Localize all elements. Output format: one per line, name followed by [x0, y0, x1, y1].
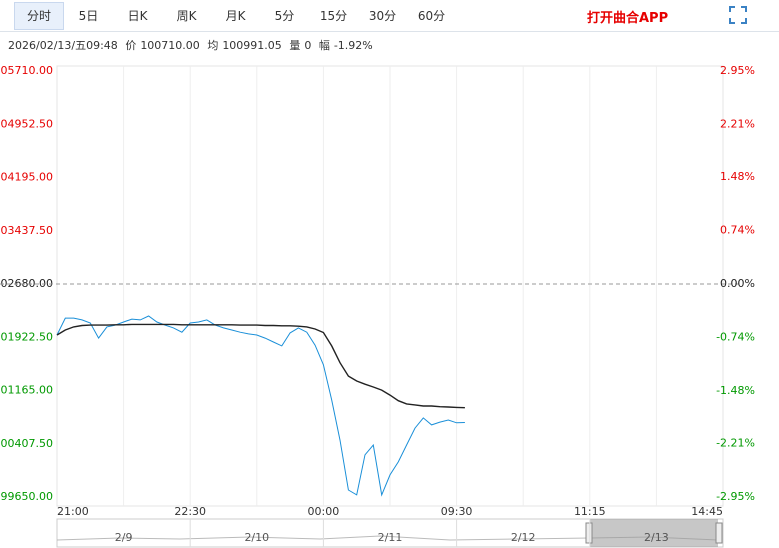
x-tick-label: 11:15 [574, 505, 606, 518]
y2-tick-label: -2.95% [716, 490, 755, 503]
tab[interactable]: 周K [176, 8, 197, 23]
navigator-label: 2/11 [378, 531, 403, 544]
tab[interactable]: 日K [127, 8, 148, 23]
y2-tick-label: -2.21% [716, 437, 755, 450]
x-tick-label: 21:00 [57, 505, 89, 518]
app-link[interactable]: 打开曲合APP [587, 11, 669, 26]
y2-tick-label: -0.74% [716, 330, 755, 343]
tab[interactable]: 60分 [417, 8, 446, 23]
y-tick-label: 99650.00 [1, 490, 54, 503]
navigator-label: 2/12 [511, 531, 536, 544]
tab[interactable]: 月K [225, 8, 246, 23]
y-tick-label: 104952.50 [0, 117, 53, 130]
avg: 100991.05 [222, 39, 282, 52]
y-tick-label: 104195.00 [0, 171, 53, 184]
x-tick-label: 09:30 [441, 505, 473, 518]
price-label: 价 [125, 39, 137, 52]
navigator-label: 2/9 [115, 531, 133, 544]
navigator-handle[interactable] [715, 522, 723, 544]
y2-tick-label: 2.21% [720, 117, 755, 130]
y-tick-label: 100407.50 [0, 437, 53, 450]
series-line [56, 315, 465, 497]
volume-label: 量 [289, 39, 301, 52]
navigator-label: 2/13 [644, 531, 669, 544]
expand-icon[interactable] [729, 6, 747, 24]
navigator-handle[interactable] [585, 522, 593, 544]
tab[interactable]: 5分 [274, 8, 295, 23]
y-tick-label: 101165.00 [0, 384, 53, 397]
navigator-label: 2/10 [244, 531, 269, 544]
x-tick-label: 22:30 [174, 505, 206, 518]
y-tick-label: 101922.50 [0, 330, 53, 343]
change-label: 幅 [318, 39, 330, 52]
x-tick-label: 14:45 [691, 505, 723, 518]
y2-tick-label: 0.74% [720, 224, 755, 237]
y2-tick-label: 0.00% [720, 277, 755, 290]
y-tick-label: 105710.00 [0, 64, 53, 77]
info-line: 2026/02/13/五09:48 价 100710.00 均 100991.05 … [8, 37, 377, 53]
y-tick-label: 102680.00 [0, 277, 53, 290]
tab[interactable]: 30分 [368, 8, 397, 23]
price: 100710.00 [140, 39, 200, 52]
tab[interactable]: 15分 [319, 8, 348, 23]
change: -1.92% [333, 39, 373, 52]
y2-tick-label: 2.95% [720, 64, 755, 77]
avg-label: 均 [207, 39, 219, 52]
tab-bar: 分时 5日 日K 周K 月K 5分 15分 30分 60分 [0, 0, 779, 32]
y-tick-label: 103437.50 [0, 224, 53, 237]
y2-tick-label: -1.48% [716, 384, 755, 397]
tab[interactable]: 分时 [14, 1, 64, 30]
series-line [56, 323, 465, 409]
datetime: 2026/02/13/五09:48 [8, 39, 118, 52]
volume: 0 [304, 39, 312, 52]
navigator-window[interactable] [590, 519, 718, 547]
y2-tick-label: 1.48% [720, 170, 755, 183]
tab[interactable]: 5日 [78, 8, 99, 23]
x-tick-label: 00:00 [308, 505, 340, 518]
